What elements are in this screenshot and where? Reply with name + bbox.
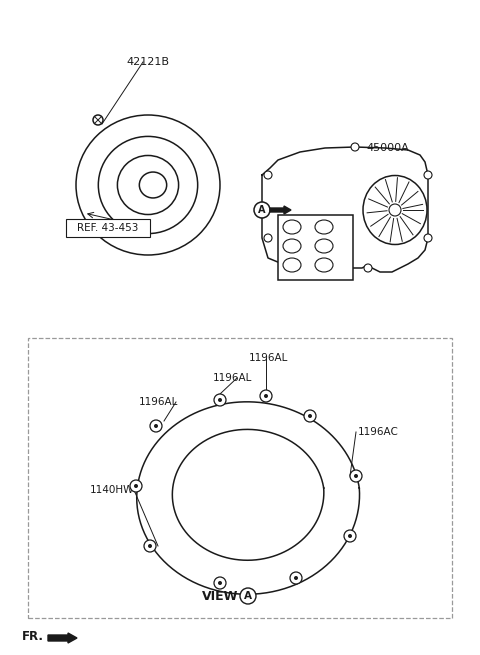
- Circle shape: [264, 234, 272, 242]
- Circle shape: [264, 171, 272, 179]
- Text: 1196AC: 1196AC: [358, 427, 398, 437]
- Circle shape: [351, 143, 359, 151]
- Bar: [278, 215, 353, 280]
- Text: 1196AL: 1196AL: [138, 397, 178, 407]
- Text: 1140HW: 1140HW: [90, 485, 134, 495]
- Circle shape: [260, 390, 272, 402]
- Circle shape: [154, 424, 158, 428]
- Ellipse shape: [315, 220, 333, 234]
- Text: 45000A: 45000A: [367, 143, 409, 153]
- Ellipse shape: [315, 258, 333, 272]
- Ellipse shape: [315, 239, 333, 253]
- Circle shape: [218, 398, 222, 402]
- Ellipse shape: [283, 258, 301, 272]
- Text: 1196AL: 1196AL: [248, 353, 288, 363]
- Circle shape: [364, 264, 372, 272]
- Circle shape: [254, 202, 270, 218]
- Circle shape: [348, 534, 352, 538]
- Polygon shape: [172, 430, 324, 560]
- Circle shape: [240, 588, 256, 604]
- Text: A: A: [258, 205, 266, 215]
- Circle shape: [424, 171, 432, 179]
- Text: A: A: [244, 591, 252, 601]
- Circle shape: [304, 410, 316, 422]
- Circle shape: [218, 581, 222, 585]
- FancyArrow shape: [270, 206, 291, 214]
- Text: 42121B: 42121B: [127, 57, 169, 67]
- Circle shape: [214, 394, 226, 406]
- Circle shape: [134, 484, 138, 488]
- Text: 1196AL: 1196AL: [212, 373, 252, 383]
- Circle shape: [93, 115, 103, 125]
- Text: VIEW: VIEW: [202, 590, 238, 603]
- Circle shape: [344, 530, 356, 542]
- FancyArrow shape: [48, 633, 77, 643]
- Polygon shape: [137, 402, 360, 594]
- Circle shape: [150, 420, 162, 432]
- Ellipse shape: [283, 239, 301, 253]
- Bar: [28, 338, 452, 618]
- Circle shape: [389, 204, 401, 216]
- Circle shape: [130, 480, 142, 492]
- Circle shape: [264, 394, 268, 398]
- Circle shape: [354, 474, 358, 478]
- Circle shape: [144, 540, 156, 552]
- Circle shape: [308, 414, 312, 418]
- Polygon shape: [262, 147, 428, 272]
- FancyBboxPatch shape: [66, 219, 150, 237]
- Circle shape: [148, 544, 152, 548]
- Circle shape: [424, 234, 432, 242]
- Ellipse shape: [283, 220, 301, 234]
- Circle shape: [290, 572, 302, 584]
- Circle shape: [350, 470, 362, 482]
- Text: FR.: FR.: [22, 629, 44, 643]
- Circle shape: [294, 576, 298, 580]
- Circle shape: [214, 577, 226, 589]
- Text: REF. 43-453: REF. 43-453: [77, 223, 139, 233]
